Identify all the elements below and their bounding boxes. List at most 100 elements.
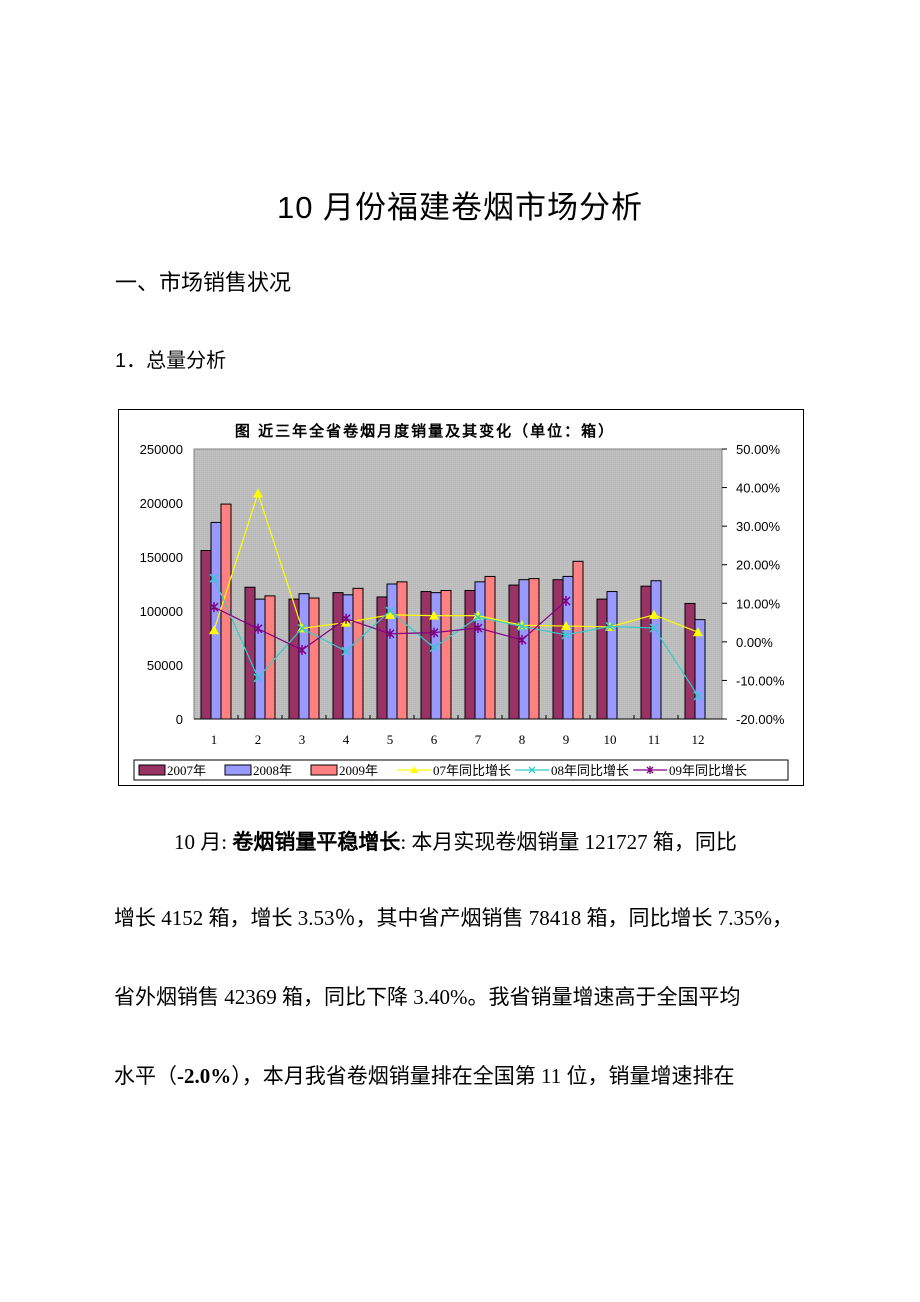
bar-2009年 (220, 503, 232, 720)
paragraph-text: : 本月实现卷烟销量 121727 箱，同比 (400, 830, 737, 854)
asterisk-marker-icon (429, 627, 439, 638)
bar-2007年 (420, 591, 432, 720)
x-marker-icon (649, 623, 659, 633)
y2-axis-tick-label: 50.00% (736, 442, 781, 457)
y-axis-tick-label: 200000 (140, 496, 183, 511)
bar-2009年 (352, 587, 364, 720)
triangle-marker-icon (209, 625, 219, 635)
legend-label: 07年同比增长 (433, 763, 511, 778)
legend-swatch (138, 764, 166, 776)
asterisk-marker-icon (297, 644, 307, 655)
x-axis-tick-label: 11 (648, 732, 661, 747)
paragraph-line-1: 10 月: 卷烟销量平稳增长: 本月实现卷烟销量 121727 箱，同比 (174, 830, 874, 854)
bar-2008年 (562, 575, 574, 720)
legend-label: 08年同比增长 (551, 763, 629, 778)
x-axis-tick-label: 2 (255, 732, 262, 747)
asterisk-marker-icon (473, 622, 483, 633)
bar-2007年 (640, 585, 652, 720)
plot-area (193, 448, 723, 720)
asterisk-marker-icon (253, 623, 263, 634)
bar-2008年 (298, 593, 310, 720)
triangle-marker-icon (649, 609, 659, 619)
paragraph-line-2: 增长 4152 箱，增长 3.53％，其中省产烟销售 78418 箱，同比增长 … (114, 906, 793, 930)
y2-axis-tick-label: 30.00% (736, 519, 781, 534)
x-marker-icon (517, 621, 527, 631)
triangle-marker-icon (253, 488, 263, 498)
triangle-marker-icon (693, 627, 703, 637)
bar-2008年 (210, 521, 222, 720)
x-axis-tick-label: 10 (604, 732, 617, 747)
x-marker-icon (209, 573, 219, 583)
legend-label: 09年同比增长 (669, 763, 747, 778)
y-axis-tick-label: 0 (176, 712, 183, 727)
legend-label: 2009年 (339, 763, 378, 778)
x-axis-tick-label: 4 (343, 732, 350, 747)
section-heading: 一、市场销售状况 (115, 270, 292, 295)
asterisk-marker-icon (561, 595, 571, 606)
bar-2008年 (386, 583, 398, 720)
paragraph-month: 10 月: (174, 830, 233, 854)
paragraph-text: ），本月我省卷烟销量排在全国第 11 位，销量增速排在 (231, 1064, 735, 1088)
bar-2007年 (464, 589, 476, 720)
y2-axis-tick-label: 10.00% (736, 596, 781, 611)
legend-label: 2007年 (167, 763, 206, 778)
bar-2007年 (684, 602, 696, 720)
bar-2008年 (342, 594, 354, 720)
x-marker-icon (693, 691, 703, 701)
bar-2009年 (440, 589, 452, 720)
document-title: 10 月份福建卷烟市场分析 (276, 190, 644, 225)
x-marker-icon (385, 606, 395, 616)
paragraph-line-4: 水平（-2.0%），本月我省卷烟销量排在全国第 11 位，销量增速排在 (114, 1064, 814, 1088)
paragraph-text: 水平（ (114, 1064, 177, 1088)
y2-axis-tick-label: 40.00% (736, 481, 781, 496)
y2-axis-tick-label: 20.00% (736, 558, 781, 573)
chart-frame: 图 近三年全省卷烟月度销量及其变化（单位：箱） 250000 200000 1500… (118, 409, 804, 786)
bar-2009年 (484, 575, 496, 720)
y2-axis-tick-label: -20.00% (736, 712, 785, 727)
asterisk-marker-icon (209, 602, 219, 613)
line-07年同比增长 (213, 491, 699, 633)
bar-2008年 (430, 592, 442, 720)
x-axis-tick-label: 6 (431, 732, 438, 747)
bar-2007年 (552, 579, 564, 720)
bar-2008年 (606, 591, 618, 720)
y-axis-tick-label: 50000 (147, 658, 183, 673)
triangle-marker-icon (429, 610, 439, 620)
legend-swatch (310, 764, 338, 776)
x-axis-tick-label: 9 (563, 732, 570, 747)
asterisk-marker-icon (517, 634, 527, 645)
paragraph-line-3: 省外烟销售 42369 箱，同比下降 3.40%。我省销量增速高于全国平均 (114, 985, 741, 1009)
legend-swatch (224, 764, 252, 776)
x-axis-tick-label: 1 (211, 732, 218, 747)
y-axis-tick-label: 100000 (140, 604, 183, 619)
x-marker-icon (561, 630, 571, 640)
bar-2009年 (528, 578, 540, 720)
x-axis-tick-label: 5 (387, 732, 394, 747)
triangle-marker-icon (385, 609, 395, 619)
bar-2009年 (264, 595, 276, 720)
paragraph-bold-heading: 卷烟销量平稳增长 (232, 830, 401, 854)
legend-label: 2008年 (253, 763, 292, 778)
bar-2008年 (474, 581, 486, 720)
x-axis-tick-label: 7 (475, 732, 482, 747)
x-marker-icon (473, 612, 483, 622)
y2-axis-tick-label: -10.00% (736, 673, 785, 688)
bar-2007年 (508, 584, 520, 720)
bar-2009年 (396, 581, 408, 720)
combo-chart: 图 近三年全省卷烟月度销量及其变化（单位：箱） 2500002000001500… (133, 422, 789, 781)
triangle-marker-icon (561, 621, 571, 631)
x-axis-tick-label: 8 (519, 732, 526, 747)
bar-2008年 (518, 579, 530, 720)
x-marker-icon (341, 646, 351, 656)
bar-2007年 (200, 550, 212, 720)
y2-axis-tick-label: 0.00% (736, 635, 773, 650)
x-marker-icon (297, 623, 307, 633)
x-marker-icon (429, 643, 439, 653)
bar-2007年 (332, 592, 344, 720)
asterisk-marker-icon (341, 613, 351, 624)
chart-title: 图 近三年全省卷烟月度销量及其变化（单位：箱） (235, 422, 615, 440)
asterisk-marker-icon (385, 628, 395, 639)
y-axis-tick-label: 250000 (140, 442, 183, 457)
x-axis-tick-label: 12 (692, 732, 705, 747)
paragraph-bold-value: -2.0% (177, 1064, 232, 1088)
